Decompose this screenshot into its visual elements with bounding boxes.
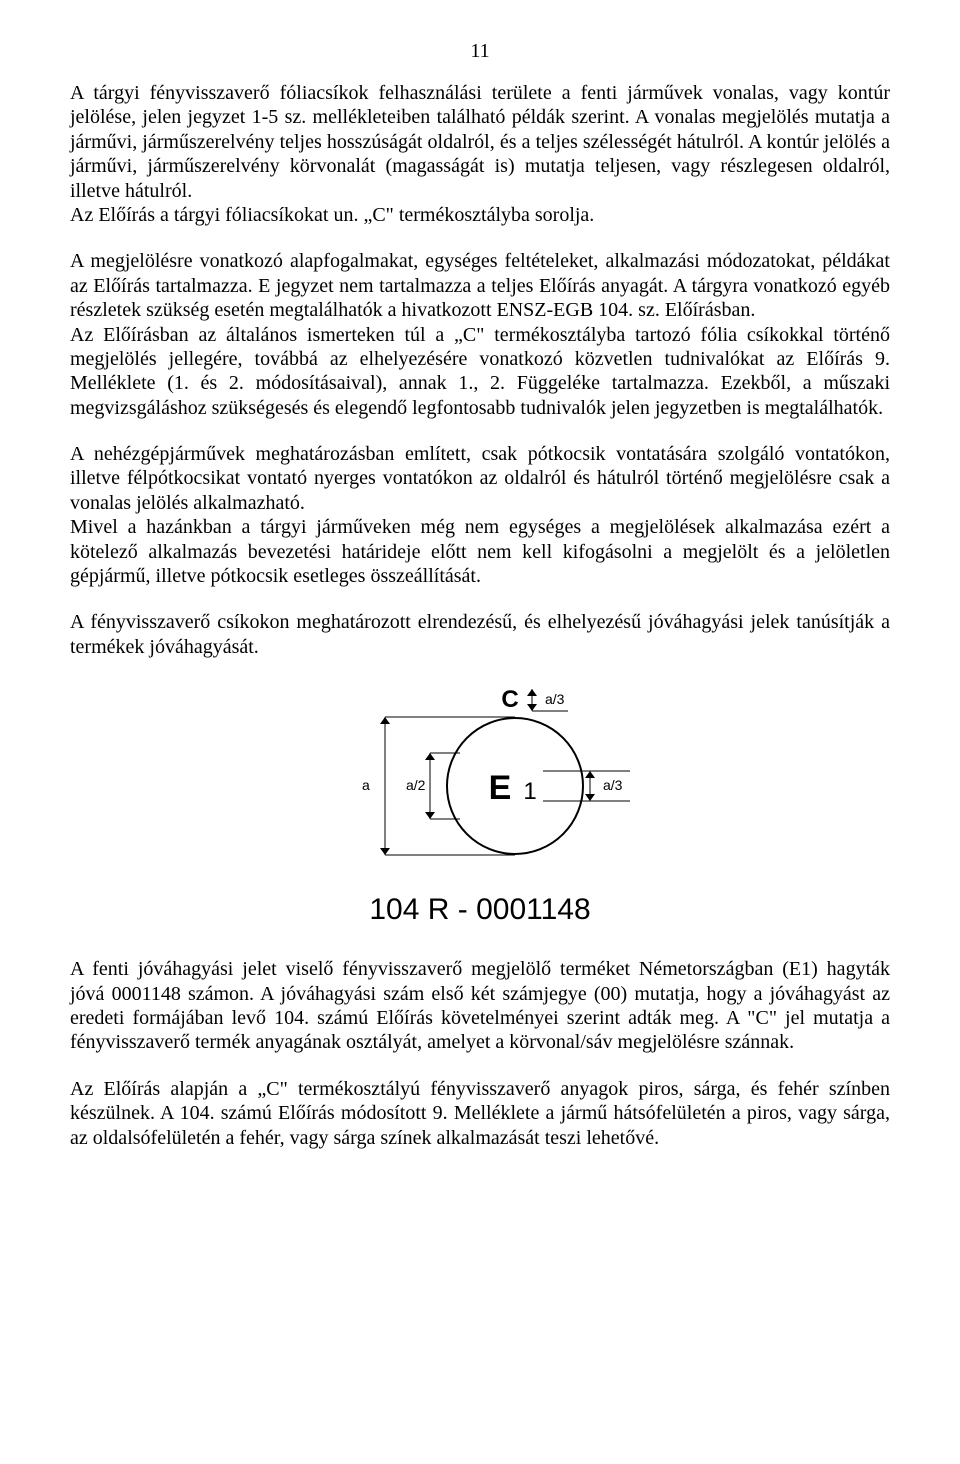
paragraph-1b-text: Az Előírás a tárgyi fóliacsíkokat un. „C… <box>70 204 594 226</box>
page-number: 11 <box>70 40 890 63</box>
svg-text:a/3: a/3 <box>603 777 623 793</box>
approval-mark-svg: C E1 a/3 a/3 a a/2 <box>290 681 670 881</box>
paragraph-3-text: A nehézgépjárművek meghatározásban említ… <box>70 443 890 514</box>
svg-text:1: 1 <box>523 778 536 805</box>
paragraph-3: A nehézgépjárművek meghatározásban említ… <box>70 442 890 588</box>
paragraph-2: A megjelölésre vonatkozó alapfogalmakat,… <box>70 249 890 420</box>
paragraph-1-text: A tárgyi fényvisszaverő fóliacsíkok felh… <box>70 82 890 202</box>
svg-text:a/2: a/2 <box>406 777 426 793</box>
paragraph-5: A fenti jóváhagyási jelet viselő fényvis… <box>70 957 890 1055</box>
document-page: 11 A tárgyi fényvisszaverő fóliacsíkok f… <box>0 0 960 1464</box>
svg-text:a/3: a/3 <box>545 691 565 707</box>
paragraph-4: A fényvisszaverő csíkokon meghatározott … <box>70 610 890 659</box>
paragraph-3b-text: Mivel a hazánkban a tárgyi járműveken mé… <box>70 516 890 587</box>
approval-number: 104 R - 0001148 <box>70 893 890 927</box>
paragraph-2b-text: Az Előírásban az általános ismerteken tú… <box>70 324 890 419</box>
svg-text:E: E <box>489 769 512 807</box>
approval-mark-diagram: C E1 a/3 a/3 a a/2 <box>70 681 890 881</box>
paragraph-6: Az Előírás alapján a „C" termékosztályú … <box>70 1077 890 1150</box>
svg-text:a: a <box>362 777 370 793</box>
paragraph-1: A tárgyi fényvisszaverő fóliacsíkok felh… <box>70 81 890 227</box>
paragraph-2-text: A megjelölésre vonatkozó alapfogalmakat,… <box>70 250 890 321</box>
svg-text:C: C <box>501 686 518 713</box>
